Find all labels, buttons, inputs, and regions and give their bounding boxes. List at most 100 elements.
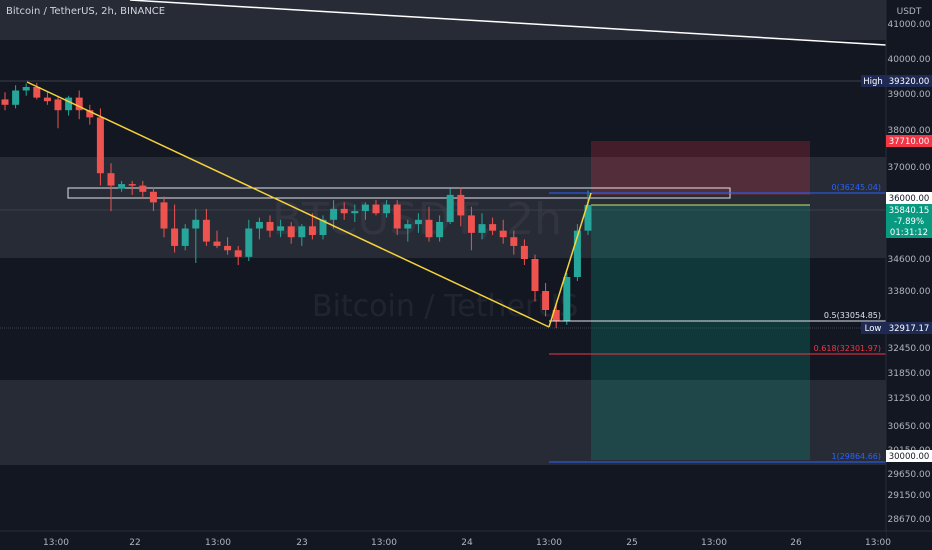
time-axis-tick-label: 13:00 <box>371 538 397 548</box>
candle-body <box>489 224 497 231</box>
candle-body <box>319 219 327 236</box>
fib-level-05-label: 0.5(33054.85) <box>824 311 881 320</box>
price-axis-tick-label: 38000.00 <box>888 126 931 136</box>
candle-body <box>330 208 338 220</box>
candle-body <box>33 87 41 98</box>
candle-body <box>22 87 30 91</box>
price-label-tag: High <box>863 77 883 87</box>
take-profit-zone[interactable] <box>591 205 810 460</box>
candle-body <box>287 226 295 238</box>
candle-body <box>372 204 380 214</box>
candle-body <box>361 204 369 212</box>
fib-level-1-label: 1(29864.66) <box>831 452 881 461</box>
time-axis-tick-label: 25 <box>626 538 637 548</box>
time-axis-tick-label: 24 <box>461 538 473 548</box>
price-label-box <box>886 75 932 87</box>
price-axis-tick-label: 28670.00 <box>888 515 931 525</box>
candle-body <box>520 245 528 259</box>
price-label-value: 30000.00 <box>889 452 930 462</box>
candle-body <box>499 230 507 238</box>
candle-body <box>552 310 560 321</box>
candle-body <box>298 226 306 238</box>
candle-body <box>436 221 444 238</box>
candle-body <box>584 204 592 231</box>
price-axis-tick-label: 39000.00 <box>888 90 931 100</box>
current-price-value: 35840.15 <box>889 206 930 216</box>
candle-body <box>54 99 62 111</box>
price-label-tag-box <box>861 322 886 334</box>
demand-zone <box>0 380 886 465</box>
candle-body <box>96 117 104 174</box>
candle-body <box>255 221 263 229</box>
candle-body <box>573 230 581 277</box>
candle-body <box>128 184 136 186</box>
price-axis-tick-label: 32450.00 <box>888 344 931 354</box>
downtrend-line[interactable] <box>26 81 550 328</box>
candle-body <box>12 90 20 105</box>
candle-body <box>224 245 232 251</box>
candle-body <box>75 97 83 111</box>
watermark-name: Bitcoin / TetherUS <box>312 289 578 324</box>
candle-body <box>277 226 285 231</box>
candle-body <box>234 250 242 257</box>
current-price-change: -7.89% <box>894 217 924 227</box>
price-axis-tick-label: 29650.00 <box>888 470 931 480</box>
time-axis-tick-label: 13:00 <box>865 538 891 548</box>
candle-body <box>1 99 9 105</box>
candle-body <box>414 219 422 225</box>
price-label-tag: Low <box>865 324 882 334</box>
fib-level-0-label: 0(36245.04) <box>831 183 881 192</box>
candle-body <box>351 211 359 214</box>
candle-body <box>542 291 550 310</box>
candle-body <box>245 228 253 257</box>
candle-body <box>383 204 391 214</box>
long-trend-line[interactable] <box>129 0 887 46</box>
price-axis-tick-label: 37000.00 <box>888 163 931 173</box>
candle-body <box>531 259 539 291</box>
candle-body <box>118 184 126 189</box>
candle-body <box>308 226 316 236</box>
price-label-value: 39320.00 <box>889 77 930 87</box>
time-axis-tick-label: 22 <box>129 538 140 548</box>
current-price-label-box <box>886 204 932 238</box>
price-label-value: 32917.17 <box>889 324 930 334</box>
candle-body <box>65 97 73 111</box>
candle-body <box>149 191 157 203</box>
time-axis-tick-label: 23 <box>296 538 307 548</box>
time-axis-tick-label: 26 <box>790 538 802 548</box>
stop-loss-zone[interactable] <box>591 141 810 195</box>
price-label-box <box>886 322 932 334</box>
candle-body <box>86 110 94 118</box>
price-axis-tick-label: 31250.00 <box>888 394 931 404</box>
candle-body <box>393 204 401 229</box>
time-axis-tick-label: 13:00 <box>536 538 562 548</box>
time-axis-tick-label: 13:00 <box>43 538 69 548</box>
candle-countdown: 01:31:12 <box>890 228 928 238</box>
candle-body <box>192 219 200 229</box>
price-label-value: 37710.00 <box>889 137 930 147</box>
chart-title[interactable]: Bitcoin / TetherUS, 2h, BINANCE <box>6 6 166 17</box>
price-label-box <box>886 135 932 147</box>
candle-body <box>213 241 221 246</box>
price-label-box <box>886 192 932 204</box>
candle-body <box>139 185 147 192</box>
price-axis-tick-label: 40000.00 <box>888 55 931 65</box>
currency-label: USDT <box>897 7 922 17</box>
candle-body <box>340 208 348 214</box>
candle-body <box>478 224 486 233</box>
price-label-tag-box <box>861 75 886 87</box>
candle-body <box>457 194 465 216</box>
candle-body <box>266 221 274 231</box>
rebound-line[interactable] <box>548 192 592 328</box>
candle-body <box>160 202 168 229</box>
candle-body <box>171 228 179 246</box>
price-axis-tick-label: 31850.00 <box>888 369 931 379</box>
watermark-symbol: BTCUSDT, 2h <box>272 194 562 245</box>
candle-body <box>467 215 475 233</box>
candle-body <box>510 237 518 246</box>
candle-body <box>181 228 189 246</box>
time-axis[interactable] <box>0 531 886 550</box>
candle-body <box>446 194 454 222</box>
candle-body <box>202 219 210 242</box>
